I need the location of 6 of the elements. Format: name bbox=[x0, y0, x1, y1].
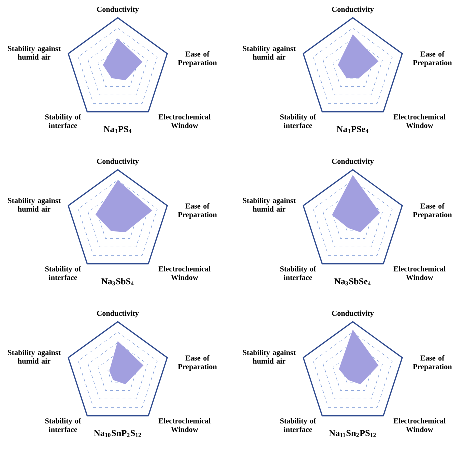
text: Na$_{3}$PSe$_{4}$ bbox=[336, 126, 369, 134]
text: Na$_{3}$SbSe$_{4}$ bbox=[334, 278, 371, 286]
text: Na$_{3}$SbS$_{4}$ bbox=[102, 278, 134, 286]
text: Na$_{10}$SnP$_{2}$S$_{12}$ bbox=[94, 430, 142, 438]
text: Na$_{11}$Sn$_{2}$PS$_{12}$ bbox=[329, 430, 376, 438]
text: Na$_{3}$PS$_{4}$ bbox=[104, 126, 132, 134]
